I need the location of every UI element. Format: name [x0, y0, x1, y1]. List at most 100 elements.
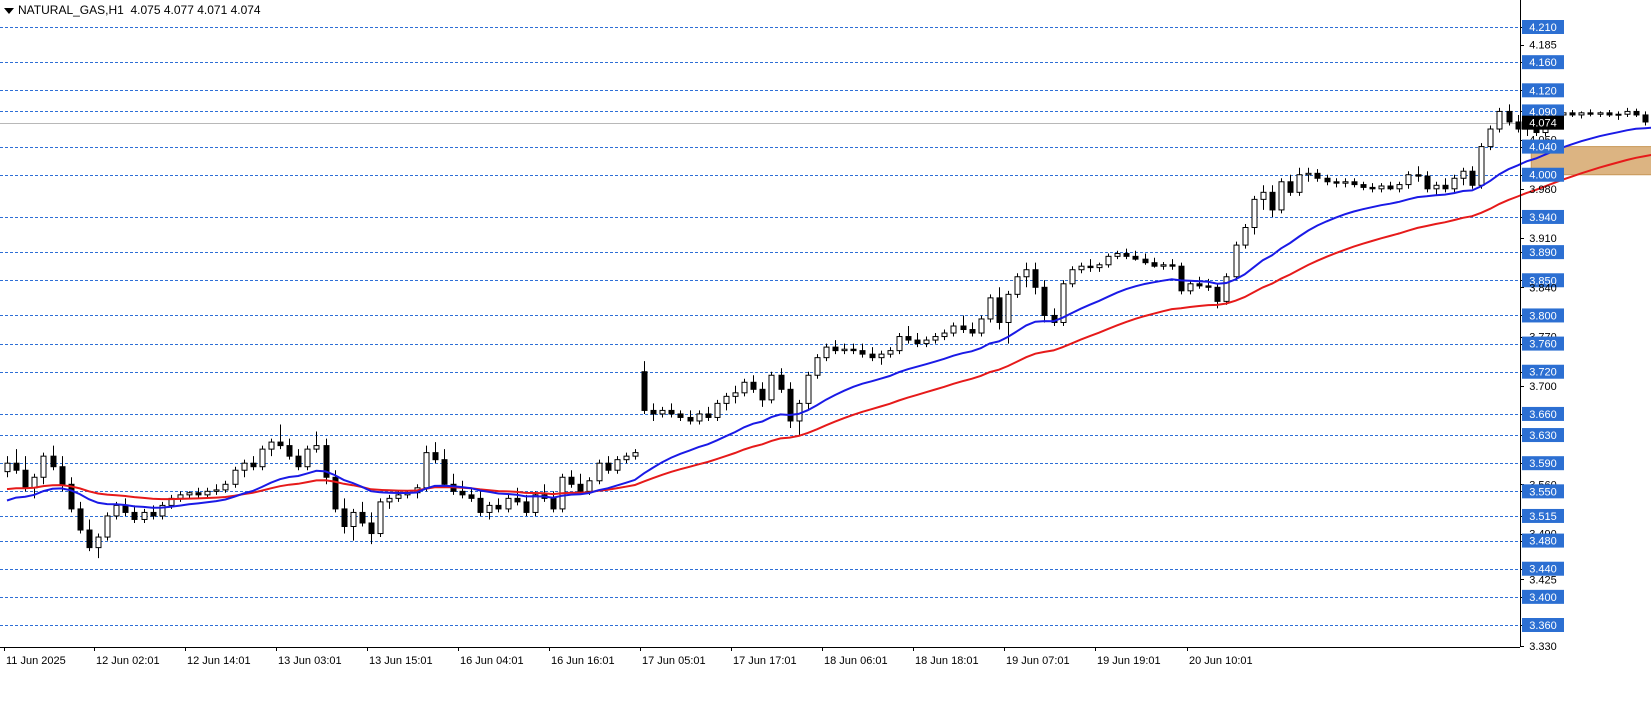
candle	[987, 297, 994, 320]
price-tick-label: 3.720	[1529, 367, 1557, 379]
price-tick-label: 3.760	[1529, 339, 1557, 351]
candle	[1578, 112, 1585, 116]
price-tick-label: 3.550	[1529, 486, 1557, 498]
price-tick-label: 4.120	[1529, 85, 1557, 97]
price-tick-label: 3.940	[1529, 212, 1557, 224]
candle	[577, 483, 584, 492]
grid-lines	[0, 27, 1520, 626]
candle	[359, 511, 366, 524]
price-level-box	[1522, 83, 1564, 98]
time-tick-label: 18 Jun 06:01	[824, 655, 888, 667]
candle	[241, 462, 248, 471]
candle	[1214, 286, 1221, 302]
price-tick-label: 4.040	[1529, 142, 1557, 154]
candle	[1442, 184, 1449, 190]
chevron-down-icon[interactable]	[4, 7, 14, 14]
candle	[687, 416, 694, 422]
candle	[1597, 112, 1604, 115]
candle	[332, 476, 339, 510]
candle	[377, 501, 384, 535]
candle	[1606, 112, 1613, 116]
candle	[395, 494, 402, 499]
candle	[1433, 184, 1440, 190]
candles	[4, 104, 1649, 559]
candle	[1169, 264, 1176, 267]
candle	[1506, 110, 1513, 123]
candle	[1060, 283, 1067, 323]
price-level-box	[1522, 273, 1564, 288]
candle	[1151, 262, 1158, 267]
candle	[723, 395, 730, 404]
candle	[1314, 172, 1321, 179]
candle	[523, 501, 530, 513]
candle	[996, 297, 1003, 323]
ma-slow-line	[6, 154, 1651, 501]
candle	[732, 392, 739, 397]
candle	[805, 374, 812, 404]
candle	[1424, 175, 1431, 190]
candle	[1342, 181, 1349, 184]
candle	[1296, 174, 1303, 193]
candle	[969, 329, 976, 334]
candle	[350, 511, 357, 528]
candle	[759, 388, 766, 401]
price-level-box	[1522, 589, 1564, 604]
current-price-label: 4.074	[1529, 118, 1557, 130]
candle	[841, 348, 848, 352]
candle	[1615, 113, 1622, 116]
candle	[650, 409, 657, 415]
time-tick-label: 13 Jun 15:01	[369, 655, 433, 667]
price-level-box	[1522, 55, 1564, 70]
candle	[213, 489, 220, 492]
price-tick-label: 4.000	[1529, 170, 1557, 182]
candle	[1487, 128, 1494, 148]
candle	[1569, 112, 1576, 116]
candle	[605, 462, 612, 471]
candle	[623, 455, 630, 461]
ma-fast-line	[6, 126, 1651, 509]
candle	[441, 459, 448, 485]
candle	[68, 483, 75, 510]
candle	[978, 318, 985, 334]
candle	[750, 381, 757, 390]
candle	[778, 374, 785, 390]
candle	[1333, 181, 1340, 184]
time-tick-label: 13 Jun 03:01	[278, 655, 342, 667]
price-level-box	[1522, 618, 1564, 632]
candle	[614, 459, 621, 471]
candle	[186, 492, 193, 496]
candle	[1360, 184, 1367, 188]
candle	[1251, 198, 1258, 229]
candle	[159, 504, 166, 517]
candle	[632, 452, 639, 457]
time-tick-label: 19 Jun 07:01	[1006, 655, 1070, 667]
time-tick-label: 16 Jun 04:01	[460, 655, 524, 667]
ohlc-readout: 4.075 4.077 4.071 4.074	[130, 3, 261, 17]
candle	[1160, 264, 1167, 267]
candle	[641, 371, 648, 411]
candle	[905, 336, 912, 341]
candle	[1087, 265, 1094, 269]
candle	[232, 469, 239, 485]
price-level-box	[1522, 167, 1564, 182]
symbol-label: NATURAL_GAS,H1	[18, 3, 124, 17]
candle	[477, 497, 484, 513]
candle	[814, 357, 821, 376]
candle	[741, 381, 748, 394]
moving-averages	[6, 126, 1651, 509]
candle	[1233, 244, 1240, 278]
candle	[823, 346, 830, 359]
time-tick-label: 12 Jun 02:01	[96, 655, 160, 667]
candle	[1005, 293, 1012, 323]
candle	[787, 388, 794, 422]
price-tick-label: 4.185	[1529, 40, 1557, 52]
candle	[1642, 114, 1649, 123]
candle	[596, 462, 603, 482]
candle	[1123, 253, 1130, 257]
candle	[696, 413, 703, 422]
candle	[1032, 269, 1039, 288]
price-tick-label: 3.980	[1529, 184, 1557, 196]
candle	[368, 522, 375, 535]
candle	[1069, 269, 1076, 285]
